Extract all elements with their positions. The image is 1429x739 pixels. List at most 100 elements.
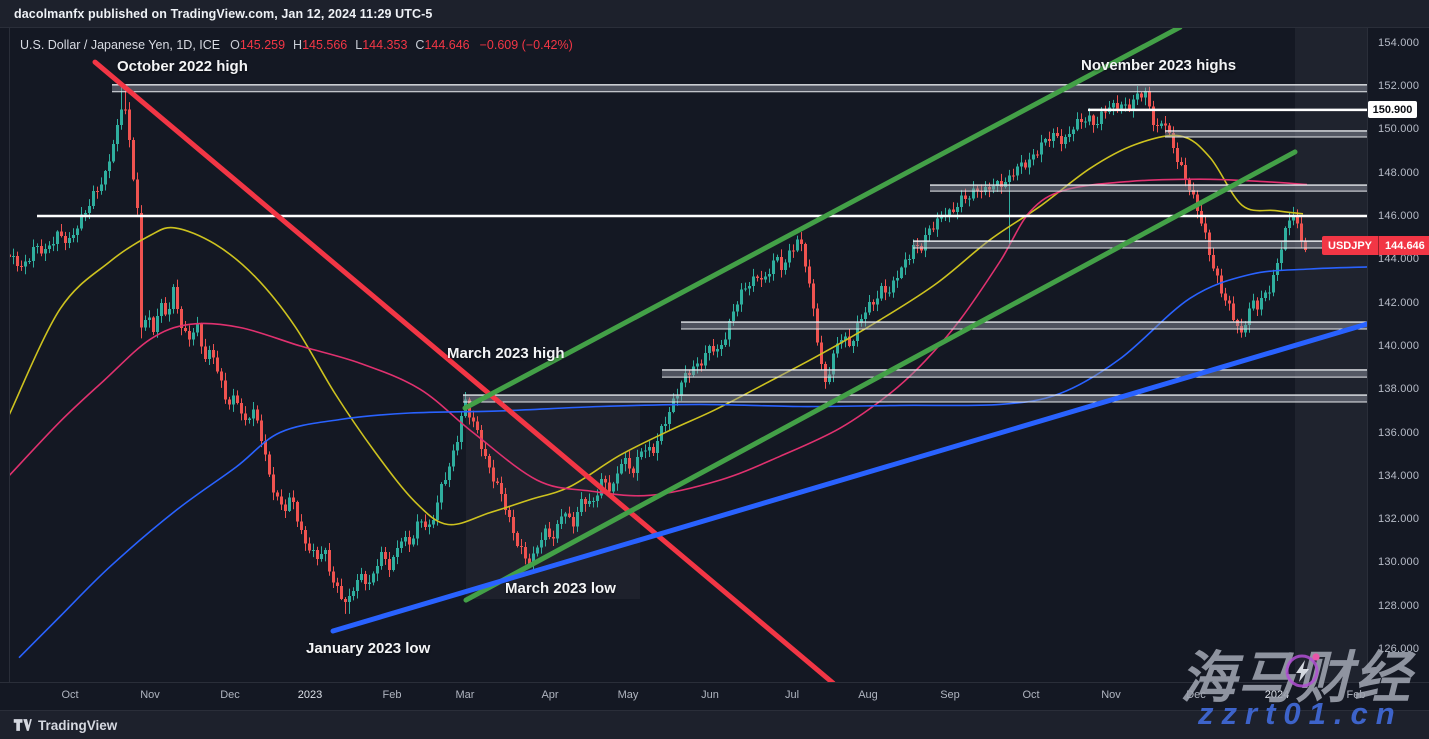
candle-body[interactable] bbox=[1040, 142, 1043, 155]
candle-body[interactable] bbox=[168, 308, 171, 315]
candle-body[interactable] bbox=[1064, 137, 1067, 144]
candle-body[interactable] bbox=[1012, 175, 1015, 177]
candle-body[interactable] bbox=[584, 499, 587, 505]
candle-body[interactable] bbox=[440, 483, 443, 503]
candle-body[interactable] bbox=[1304, 240, 1307, 251]
candle-body[interactable] bbox=[400, 541, 403, 548]
candle-body[interactable] bbox=[844, 336, 847, 341]
candle-body[interactable] bbox=[32, 247, 35, 262]
resistance-152.0-zone[interactable] bbox=[112, 84, 1367, 92]
candle-body[interactable] bbox=[668, 411, 671, 424]
candle-body[interactable] bbox=[180, 308, 183, 328]
candle-body[interactable] bbox=[156, 316, 159, 332]
candle-body[interactable] bbox=[536, 547, 539, 554]
candle-body[interactable] bbox=[124, 109, 127, 111]
candle-body[interactable] bbox=[284, 504, 287, 511]
candle-body[interactable] bbox=[1032, 154, 1035, 160]
candle-body[interactable] bbox=[648, 447, 651, 451]
candle-body[interactable] bbox=[1216, 268, 1219, 276]
candle-body[interactable] bbox=[356, 580, 359, 592]
candle-body[interactable] bbox=[208, 349, 211, 359]
candle-body[interactable] bbox=[1124, 104, 1127, 106]
candle-body[interactable] bbox=[100, 184, 103, 192]
candle-body[interactable] bbox=[1180, 161, 1183, 166]
candle-body[interactable] bbox=[1020, 162, 1023, 167]
candle-body[interactable] bbox=[116, 124, 119, 145]
candle-body[interactable] bbox=[540, 539, 543, 548]
candle-body[interactable] bbox=[968, 198, 971, 200]
candle-body[interactable] bbox=[136, 179, 139, 208]
candle-body[interactable] bbox=[300, 521, 303, 531]
candle-body[interactable] bbox=[1076, 118, 1079, 130]
candle-body[interactable] bbox=[64, 236, 67, 243]
candle-body[interactable] bbox=[956, 207, 959, 212]
candle-body[interactable] bbox=[924, 235, 927, 251]
candle-body[interactable] bbox=[532, 553, 535, 565]
candle-body[interactable] bbox=[936, 218, 939, 230]
candle-body[interactable] bbox=[984, 186, 987, 193]
candle-body[interactable] bbox=[304, 530, 307, 544]
candle-body[interactable] bbox=[752, 276, 755, 286]
downtrend-red[interactable] bbox=[92, 59, 836, 683]
candle-body[interactable] bbox=[1104, 111, 1107, 113]
candle-body[interactable] bbox=[880, 285, 883, 299]
candle-body[interactable] bbox=[1280, 249, 1283, 264]
candle-body[interactable] bbox=[408, 536, 411, 545]
candle-body[interactable] bbox=[792, 250, 795, 252]
candle-body[interactable] bbox=[912, 244, 915, 260]
candle-body[interactable] bbox=[452, 450, 455, 467]
candle-body[interactable] bbox=[412, 538, 415, 545]
candle-body[interactable] bbox=[868, 301, 871, 313]
candle-body[interactable] bbox=[184, 327, 187, 331]
candle-body[interactable] bbox=[1144, 90, 1147, 98]
candle-body[interactable] bbox=[1164, 123, 1167, 126]
candle-body[interactable] bbox=[740, 289, 743, 305]
candle-body[interactable] bbox=[544, 528, 547, 540]
candle-body[interactable] bbox=[432, 519, 435, 525]
candle-body[interactable] bbox=[716, 349, 719, 352]
candle-body[interactable] bbox=[96, 191, 99, 193]
candle-body[interactable] bbox=[904, 259, 907, 268]
candle-body[interactable] bbox=[260, 420, 263, 441]
candle-body[interactable] bbox=[428, 524, 431, 527]
candle-body[interactable] bbox=[1000, 181, 1003, 187]
candle-body[interactable] bbox=[88, 205, 91, 213]
candle-body[interactable] bbox=[216, 357, 219, 372]
annotation-text[interactable]: November 2023 highs bbox=[1081, 57, 1237, 74]
candle-body[interactable] bbox=[892, 280, 895, 293]
support-137.6-zone[interactable] bbox=[463, 395, 1367, 402]
candle-body[interactable] bbox=[1276, 263, 1279, 276]
candle-body[interactable] bbox=[436, 502, 439, 520]
candle-body[interactable] bbox=[1080, 118, 1083, 122]
candle-body[interactable] bbox=[768, 273, 771, 277]
candle-body[interactable] bbox=[1024, 162, 1027, 168]
candle-body[interactable] bbox=[900, 267, 903, 279]
candle-body[interactable] bbox=[420, 521, 423, 523]
candle-body[interactable] bbox=[640, 451, 643, 458]
ma-slow-blue[interactable] bbox=[18, 266, 1367, 659]
channel-top-green[interactable] bbox=[462, 27, 1183, 411]
candle-body[interactable] bbox=[312, 550, 315, 552]
candle-body[interactable] bbox=[1176, 147, 1179, 162]
candle-body[interactable] bbox=[952, 209, 955, 212]
candle-body[interactable] bbox=[288, 497, 291, 511]
candle-body[interactable] bbox=[948, 209, 951, 216]
ma-fast-yellow[interactable] bbox=[9, 134, 1304, 526]
candle-body[interactable] bbox=[688, 372, 691, 376]
candle-body[interactable] bbox=[132, 140, 135, 180]
candle-body[interactable] bbox=[608, 482, 611, 492]
candle-body[interactable] bbox=[980, 191, 983, 193]
candle-body[interactable] bbox=[1060, 135, 1063, 144]
candle-body[interactable] bbox=[1120, 104, 1123, 109]
candle-body[interactable] bbox=[416, 521, 419, 539]
candle-body[interactable] bbox=[476, 421, 479, 430]
candle-body[interactable] bbox=[736, 304, 739, 312]
candle-body[interactable] bbox=[812, 283, 815, 309]
candle-body[interactable] bbox=[1172, 133, 1175, 148]
candle-body[interactable] bbox=[1088, 115, 1091, 122]
candle-body[interactable] bbox=[644, 450, 647, 452]
candle-body[interactable] bbox=[280, 496, 283, 505]
candle-body[interactable] bbox=[712, 346, 715, 352]
candle-body[interactable] bbox=[1252, 300, 1255, 309]
candle-body[interactable] bbox=[228, 399, 231, 405]
